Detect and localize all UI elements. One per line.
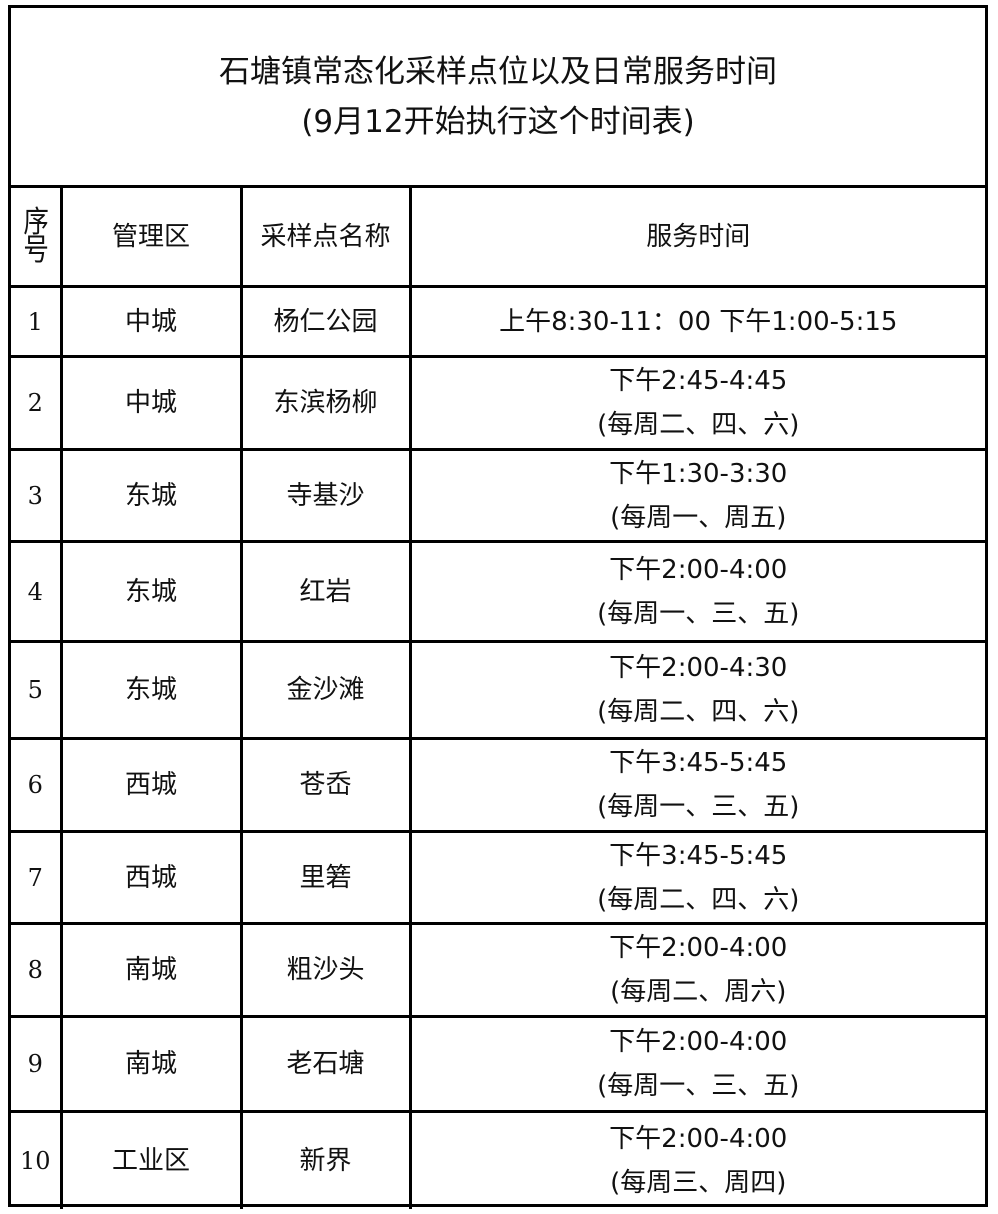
schedule-document: 石塘镇常态化采样点位以及日常服务时间 (9月12开始执行这个时间表) 序号 管理… [8, 5, 988, 1209]
row-site: 老石塘 [239, 1015, 412, 1113]
row-site: 红岩 [239, 540, 412, 643]
row-service-time: 下午2:45-4:45 (每周二、四、六) [408, 355, 985, 451]
row-site: 苍岙 [239, 737, 412, 833]
row-service-time: 上午8:30-11：00 下午1:00-5:15 [408, 285, 985, 358]
row-number: 4 [11, 540, 63, 643]
row-district: 西城 [59, 830, 243, 925]
row-district: 南城 [59, 922, 243, 1018]
header-seq-char: 号 [23, 232, 48, 268]
title-line-1: 石塘镇常态化采样点位以及日常服务时间 [219, 53, 777, 90]
time-range: 下午3:45-5:45 [609, 748, 788, 778]
weekdays: (每周二、四、六) [597, 410, 800, 440]
table-header-row: 序号 管理区 采样点名称 服务时间 [11, 185, 985, 288]
table-row: 1 中城 杨仁公园 上午8:30-11：00 下午1:00-5:15 [11, 285, 985, 358]
row-site: 新界 [239, 1110, 412, 1209]
row-district: 西城 [59, 737, 243, 833]
time-range: 下午2:00-4:00 [609, 1123, 788, 1154]
row-service-time: 下午2:00-4:00 (每周一、三、五) [408, 540, 985, 643]
row-number: 5 [11, 640, 63, 740]
table-row: 3 东城 寺基沙 下午1:30-3:30 (每周一、周五) [11, 448, 985, 543]
weekdays: (每周二、周六) [610, 977, 787, 1007]
row-service-time: 下午2:00-4:00 (每周二、周六) [408, 922, 985, 1018]
row-site: 杨仁公园 [239, 285, 412, 358]
table-row: 7 西城 里箬 下午3:45-5:45 (每周二、四、六) [11, 830, 985, 925]
weekdays: (每周三、周四) [610, 1167, 787, 1198]
row-number: 2 [11, 355, 63, 451]
document-title: 石塘镇常态化采样点位以及日常服务时间 (9月12开始执行这个时间表) [11, 8, 985, 188]
row-district: 东城 [59, 448, 243, 543]
table-row: 4 东城 红岩 下午2:00-4:00 (每周一、三、五) [11, 540, 985, 643]
row-district: 东城 [59, 540, 243, 643]
time-range: 下午1:30-3:30 [609, 458, 788, 489]
table-row: 10 工业区 新界 下午2:00-4:00 (每周三、周四) [11, 1110, 985, 1209]
row-service-time: 下午2:00-4:30 (每周二、四、六) [408, 640, 985, 740]
row-district: 南城 [59, 1015, 243, 1113]
time-range: 下午2:00-4:00 [609, 1027, 788, 1057]
time-range: 下午2:45-4:45 [609, 366, 788, 396]
row-service-time: 下午2:00-4:00 (每周一、三、五) [408, 1015, 985, 1113]
header-seq: 序号 [11, 185, 63, 288]
row-district: 中城 [59, 355, 243, 451]
weekdays: (每周一、周五) [610, 502, 787, 533]
schedule-table: 序号 管理区 采样点名称 服务时间 1 中城 杨仁公园 上午8:30-11：00… [11, 185, 985, 1209]
row-number: 1 [11, 285, 63, 358]
row-number: 10 [11, 1110, 63, 1209]
time-range: 下午2:00-4:00 [609, 933, 788, 963]
time-range: 下午2:00-4:30 [609, 653, 788, 683]
header-district: 管理区 [59, 185, 243, 288]
table-row: 9 南城 老石塘 下午2:00-4:00 (每周一、三、五) [11, 1015, 985, 1113]
time-range: 上午8:30-11：00 下午1:00-5:15 [499, 306, 898, 337]
weekdays: (每周一、三、五) [597, 598, 800, 629]
table-row: 5 东城 金沙滩 下午2:00-4:30 (每周二、四、六) [11, 640, 985, 740]
row-site: 寺基沙 [239, 448, 412, 543]
row-site: 里箬 [239, 830, 412, 925]
header-seq-char: 序 [23, 204, 48, 240]
row-service-time: 下午1:30-3:30 (每周一、周五) [408, 448, 985, 543]
table-row: 2 中城 东滨杨柳 下午2:45-4:45 (每周二、四、六) [11, 355, 985, 451]
row-site: 金沙滩 [239, 640, 412, 740]
row-number: 8 [11, 922, 63, 1018]
row-number: 3 [11, 448, 63, 543]
row-number: 6 [11, 737, 63, 833]
table-row: 8 南城 粗沙头 下午2:00-4:00 (每周二、周六) [11, 922, 985, 1018]
weekdays: (每周二、四、六) [597, 884, 800, 915]
row-number: 9 [11, 1015, 63, 1113]
row-service-time: 下午2:00-4:00 (每周三、周四) [408, 1110, 985, 1209]
time-range: 下午2:00-4:00 [609, 554, 788, 585]
row-service-time: 下午3:45-5:45 (每周二、四、六) [408, 830, 985, 925]
row-service-time: 下午3:45-5:45 (每周一、三、五) [408, 737, 985, 833]
header-site: 采样点名称 [239, 185, 412, 288]
weekdays: (每周一、三、五) [597, 1071, 800, 1101]
row-district: 东城 [59, 640, 243, 740]
row-site: 东滨杨柳 [239, 355, 412, 451]
time-range: 下午3:45-5:45 [609, 840, 788, 871]
row-district: 工业区 [59, 1110, 243, 1209]
title-line-2: (9月12开始执行这个时间表) [301, 103, 695, 140]
weekdays: (每周二、四、六) [597, 697, 800, 727]
row-number: 7 [11, 830, 63, 925]
weekdays: (每周一、三、五) [597, 792, 800, 822]
row-district: 中城 [59, 285, 243, 358]
table-row: 6 西城 苍岙 下午3:45-5:45 (每周一、三、五) [11, 737, 985, 833]
row-site: 粗沙头 [239, 922, 412, 1018]
header-time: 服务时间 [408, 185, 985, 288]
